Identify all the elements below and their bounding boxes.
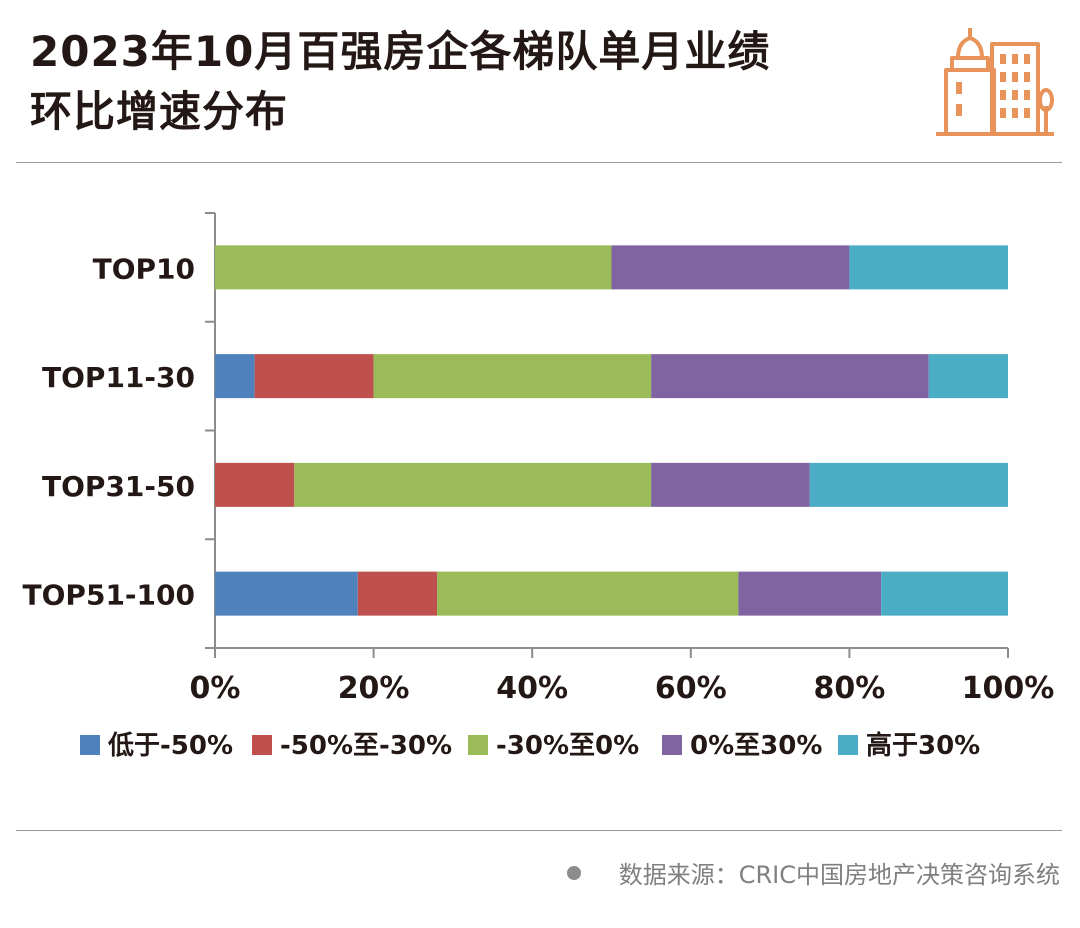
source-text: 数据来源：CRIC中国房地产决策咨询系统 <box>618 861 1060 889</box>
bar-segment <box>849 245 1008 290</box>
y-category-label: TOP31-50 <box>42 470 195 503</box>
x-tick-label: 80% <box>813 671 885 706</box>
x-tick-label: 0% <box>190 671 241 706</box>
legend-swatch <box>80 735 100 755</box>
bar-segment <box>928 354 1008 399</box>
stacked-bar-chart: 0% 20% 40% 60% 80% 100% TOP10 TOP11-30 TOP31-50 T… <box>23 212 1055 761</box>
bar-segment <box>881 571 1008 616</box>
bar-segment <box>294 462 652 507</box>
y-category-label: TOP11-30 <box>42 361 195 394</box>
legend-swatch <box>252 735 272 755</box>
bar-segment <box>215 245 612 290</box>
x-tick-label: 20% <box>338 671 410 706</box>
legend-label: -30%至0% <box>496 731 639 761</box>
bar-segment <box>373 354 652 399</box>
bar-segment <box>651 462 810 507</box>
bar-segment <box>809 462 1008 507</box>
bar-segment <box>738 571 882 616</box>
title-line-2: 环比增速分布 <box>30 87 289 136</box>
y-category-label: TOP51-100 <box>23 579 195 612</box>
legend-swatch <box>468 735 488 755</box>
buildings-icon <box>936 28 1054 136</box>
legend-swatch <box>662 735 682 755</box>
y-category-label: TOP10 <box>93 252 195 285</box>
x-tick-label: 100% <box>962 671 1055 706</box>
footer-divider <box>16 830 1062 831</box>
legend-swatch <box>838 735 858 755</box>
x-tick-label: 40% <box>496 671 568 706</box>
bar-segment <box>215 462 295 507</box>
bar-segment <box>215 354 255 399</box>
legend-label: 0%至30% <box>690 731 822 761</box>
bar-segment <box>254 354 374 399</box>
x-tick-label: 60% <box>655 671 727 706</box>
bullet-icon <box>566 865 581 880</box>
header-divider <box>16 162 1062 163</box>
title-line-1: 2023年10月百强房企各梯队单月业绩 <box>30 27 771 76</box>
source-note: 数据来源：CRIC中国房地产决策咨询系统 <box>566 855 1060 890</box>
bar-segment <box>437 571 739 616</box>
bar-segment <box>357 571 438 616</box>
bar-segment <box>215 571 358 616</box>
legend-label: 低于-50% <box>107 731 233 761</box>
legend-label: -50%至-30% <box>280 731 452 761</box>
chart-title: 2023年10月百强房企各梯队单月业绩 环比增速分布 <box>30 22 930 142</box>
bar-segment <box>611 245 850 290</box>
bar-segment <box>651 354 929 399</box>
legend-label: 高于30% <box>866 730 980 761</box>
